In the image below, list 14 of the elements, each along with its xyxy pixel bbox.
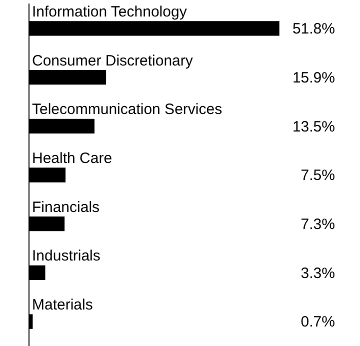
y-tick-label: Health Care [32, 150, 112, 167]
data-label: 0.7% [300, 314, 335, 331]
y-tick-label: Financials [32, 198, 100, 216]
data-label: 15.9% [292, 69, 335, 86]
data-label: 13.5% [292, 118, 335, 136]
data-label: 3.3% [300, 264, 335, 282]
y-tick-label: Consumer Discretionary [32, 52, 194, 70]
y-tick-label: Telecommunication Services [32, 101, 222, 118]
y-tick-label: Industrials [32, 248, 100, 265]
data-label: 7.3% [300, 216, 335, 233]
y-tick-label: Information Technology [32, 3, 188, 20]
data-label: 51.8% [292, 20, 335, 38]
data-label: 7.5% [300, 167, 335, 184]
y-tick-label: Materials [32, 296, 93, 314]
